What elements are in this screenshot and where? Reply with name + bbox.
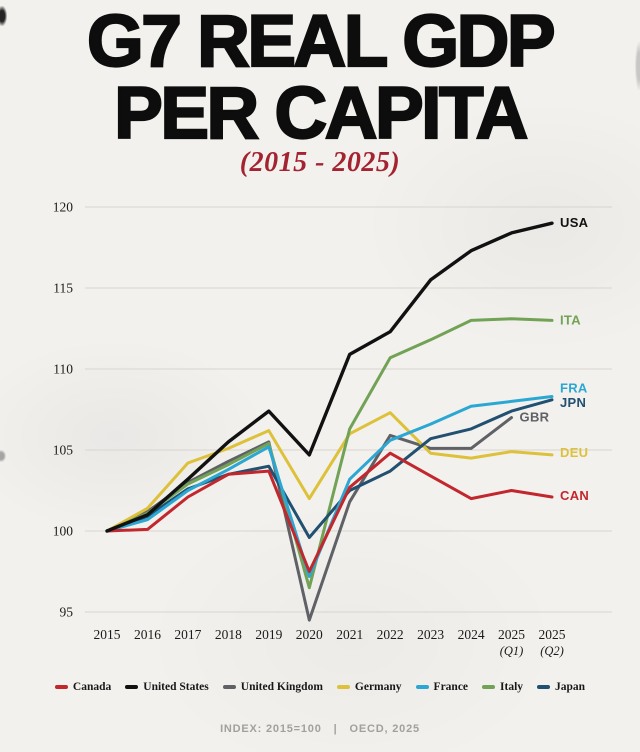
series-line-ita	[105, 317, 554, 590]
index-note: INDEX: 2015=100	[220, 723, 322, 735]
x-tick-label-1: 2016	[134, 627, 161, 642]
legend-item-fra: France	[415, 681, 469, 693]
legend-swatch-ita	[482, 685, 496, 689]
legend-swatch-can	[54, 685, 68, 689]
x-tick-label-0: 2015	[94, 627, 121, 642]
series-line-usa	[105, 221, 554, 533]
page-title: G7 REAL GDP PER CAPITA	[0, 1, 640, 154]
legend-label-usa: United States	[143, 681, 209, 693]
series-line-jpn	[105, 398, 554, 539]
legend-item-gbr: United Kingdom	[222, 681, 323, 693]
x-tick-label-5: 2020	[296, 627, 323, 642]
x-tick-label-4: 2019	[255, 627, 282, 642]
x-tick-label-2: 2017	[174, 627, 201, 642]
legend-item-usa: United States	[125, 681, 209, 693]
x-tick-label-7: 2022	[377, 627, 404, 642]
footer-note: INDEX: 2015=100 | OECD, 2025	[0, 723, 640, 735]
legend-label-can: Canada	[72, 681, 112, 693]
series-label-deu: DEU	[560, 445, 588, 460]
y-tick-label-115: 115	[53, 281, 73, 296]
y-tick-label-105: 105	[53, 443, 74, 458]
x-tick-label-3: 2018	[215, 627, 242, 642]
series-label-gbr: GBR	[520, 410, 550, 425]
series-label-fra: FRA	[560, 381, 588, 396]
x-tick-label-9: 2024	[458, 627, 485, 642]
legend-label-deu: Germany	[354, 681, 402, 693]
x-tick-sublabel-11: (Q2)	[540, 644, 564, 658]
x-tick-label-6: 2021	[336, 627, 363, 642]
legend-swatch-usa	[125, 685, 139, 689]
x-axis-labels: 2015 2016 2017 2018 2019 2020 2021 2022 2023 2024…	[94, 627, 566, 658]
legend-item-ita: Italy	[482, 681, 523, 693]
series-line-gbr	[105, 416, 513, 622]
legend-item-deu: Germany	[336, 681, 402, 693]
series-line-deu	[105, 411, 554, 533]
legend-label-jpn: Japan	[555, 681, 586, 693]
legend-label-ita: Italy	[500, 681, 524, 693]
x-tick-label-10: 2025	[498, 627, 525, 642]
series-label-ita: ITA	[560, 312, 581, 327]
series-label-usa: USA	[560, 215, 589, 230]
legend-label-fra: France	[433, 681, 469, 693]
source-note: OECD, 2025	[349, 723, 420, 735]
series-line-can	[105, 451, 554, 573]
chart-legend: Canada United States United Kingdom Germany…	[0, 681, 640, 693]
x-tick-sublabel-10: (Q1)	[500, 644, 524, 658]
legend-item-can: Canada	[54, 681, 112, 693]
legend-swatch-gbr	[222, 685, 236, 689]
footer-separator: |	[333, 723, 338, 735]
title-line-1: G7 REAL GDP	[86, 1, 557, 82]
title-line-2: PER CAPITA	[113, 72, 529, 154]
series-label-can: CAN	[560, 488, 589, 503]
legend-swatch-jpn	[537, 685, 551, 689]
subtitle-years: (2015 - 2025)	[239, 147, 401, 178]
legend-label-gbr: United Kingdom	[240, 681, 323, 693]
x-tick-label-8: 2023	[417, 627, 444, 642]
legend-swatch-fra	[415, 685, 429, 689]
x-tick-label-11: 2025	[539, 627, 566, 642]
y-tick-label-95: 95	[60, 605, 74, 620]
gridlines: 120 115 110 105 100 95	[53, 200, 612, 620]
legend-swatch-deu	[336, 685, 350, 689]
legend-item-jpn: Japan	[537, 681, 585, 693]
y-tick-label-110: 110	[53, 362, 73, 377]
series-label-jpn: JPN	[560, 395, 586, 410]
y-tick-label-100: 100	[53, 524, 74, 539]
y-tick-label-120: 120	[53, 200, 74, 215]
